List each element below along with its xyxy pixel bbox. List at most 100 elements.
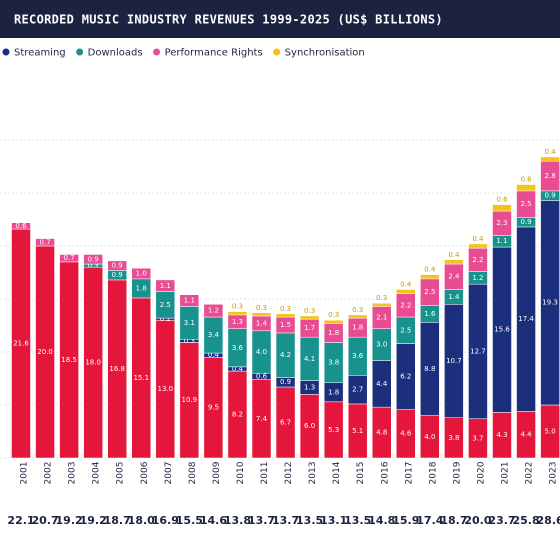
bar-segment bbox=[251, 312, 272, 317]
total-label: 28.6 bbox=[537, 514, 560, 527]
total-label: 14.8 bbox=[368, 514, 395, 527]
x-tick-label: 2023 bbox=[549, 462, 559, 485]
data-label: 0.3 bbox=[304, 307, 315, 315]
data-label: 0.3 bbox=[352, 306, 363, 314]
data-label: 4.8 bbox=[376, 429, 387, 437]
data-label: 4.4 bbox=[520, 431, 532, 439]
data-label: 18.5 bbox=[61, 356, 77, 364]
bar-segment bbox=[323, 319, 344, 324]
bar-segment bbox=[107, 260, 127, 271]
data-label: 1.0 bbox=[136, 270, 147, 278]
bar-segment bbox=[203, 304, 224, 318]
data-label: 2.1 bbox=[376, 314, 387, 322]
data-label: 1.4 bbox=[256, 319, 268, 327]
data-label: 3.8 bbox=[328, 359, 339, 367]
data-label: 21.6 bbox=[13, 340, 29, 348]
data-label: 0.4 bbox=[232, 365, 244, 373]
data-label: 0.9 bbox=[112, 271, 123, 279]
data-label: 17.4 bbox=[518, 315, 534, 323]
data-label: 13.0 bbox=[158, 385, 174, 393]
legend-label: Performance Rights bbox=[165, 48, 263, 59]
data-label: 0.2 bbox=[160, 315, 171, 323]
data-label: 4.6 bbox=[400, 430, 412, 438]
data-label: 0.3 bbox=[376, 294, 387, 302]
x-tick-label: 2010 bbox=[236, 461, 246, 484]
data-label: 4.1 bbox=[304, 355, 315, 363]
data-label: 8.8 bbox=[424, 365, 435, 373]
data-label: 8.2 bbox=[232, 411, 243, 419]
data-label: 0.7 bbox=[64, 254, 75, 262]
data-label: 0.4 bbox=[208, 351, 220, 359]
total-label: 14.6 bbox=[200, 514, 227, 527]
data-label: 3.1 bbox=[184, 319, 195, 327]
bar-segment bbox=[372, 302, 392, 307]
data-label: 3.6 bbox=[352, 352, 364, 360]
data-label: 0.3 bbox=[184, 337, 195, 345]
total-label: 15.5 bbox=[176, 514, 203, 527]
data-label: 6.0 bbox=[304, 422, 315, 430]
data-label: 7.4 bbox=[256, 415, 268, 423]
data-label: 1.8 bbox=[136, 284, 147, 292]
x-tick-label: 2022 bbox=[525, 462, 535, 485]
bar-segment bbox=[155, 279, 176, 292]
data-label: 1.6 bbox=[424, 310, 436, 318]
total-label: 18.7 bbox=[440, 514, 467, 527]
data-label: 4.0 bbox=[424, 433, 435, 441]
data-label: 1.8 bbox=[352, 324, 363, 332]
x-tick-label: 2019 bbox=[452, 461, 462, 484]
x-tick-label: 2007 bbox=[164, 462, 174, 485]
data-label: 4.3 bbox=[496, 431, 507, 439]
x-tick-label: 2015 bbox=[356, 462, 366, 485]
data-label: 1.8 bbox=[328, 388, 339, 396]
legend-swatch bbox=[153, 48, 161, 56]
total-label: 19.2 bbox=[56, 514, 83, 527]
data-label: 2.5 bbox=[424, 288, 435, 296]
bar-segment bbox=[179, 294, 200, 307]
data-label: 5.0 bbox=[545, 428, 556, 436]
total-label: 13.5 bbox=[344, 514, 371, 527]
data-label: 0.9 bbox=[545, 192, 556, 200]
data-label: 4.0 bbox=[256, 348, 267, 356]
data-label: 0.4 bbox=[448, 251, 460, 259]
data-label: 1.1 bbox=[160, 282, 171, 290]
chart-title: RECORDED MUSIC INDUSTRY REVENUES 1999-20… bbox=[14, 13, 443, 27]
data-label: 0.9 bbox=[112, 262, 123, 270]
data-label: 1.4 bbox=[448, 293, 460, 301]
total-label: 15.9 bbox=[392, 514, 419, 527]
legend-swatch bbox=[273, 48, 281, 56]
data-label: 12.7 bbox=[470, 347, 486, 355]
bar-segment bbox=[468, 243, 488, 249]
total-label: 13.5 bbox=[296, 514, 323, 527]
total-label: 20.7 bbox=[31, 514, 58, 527]
bar-segment bbox=[275, 313, 296, 318]
bar-segment bbox=[83, 254, 103, 265]
data-label: 4.4 bbox=[376, 380, 388, 388]
x-tick-label: 2017 bbox=[404, 462, 414, 485]
data-label: 3.4 bbox=[208, 331, 220, 339]
data-label: 3.8 bbox=[448, 434, 459, 442]
data-label: 2.5 bbox=[400, 326, 411, 334]
total-label: 23.7 bbox=[488, 514, 515, 527]
bar-segment bbox=[492, 204, 512, 212]
x-tick-label: 2001 bbox=[20, 462, 30, 485]
bar-segment bbox=[516, 184, 536, 192]
x-tick-label: 2018 bbox=[428, 461, 438, 484]
bar-segment bbox=[59, 254, 79, 263]
data-label: 2.2 bbox=[400, 301, 411, 309]
legend-swatch bbox=[76, 48, 84, 56]
x-tick-label: 2004 bbox=[92, 461, 102, 484]
data-label: 6.2 bbox=[400, 372, 411, 380]
bar-segment bbox=[396, 289, 416, 294]
total-label: 16.9 bbox=[152, 514, 179, 527]
data-label: 0.6 bbox=[520, 176, 532, 184]
legend-swatch bbox=[2, 48, 10, 56]
bar-segment bbox=[131, 268, 151, 280]
data-label: 2.8 bbox=[545, 172, 556, 180]
legend-label: Streaming bbox=[14, 48, 66, 59]
total-label: 13.7 bbox=[272, 514, 299, 527]
total-label: 17.4 bbox=[416, 514, 443, 527]
total-label: 18.7 bbox=[104, 514, 131, 527]
data-label: 1.5 bbox=[280, 321, 291, 329]
data-label: 1.2 bbox=[208, 307, 219, 315]
